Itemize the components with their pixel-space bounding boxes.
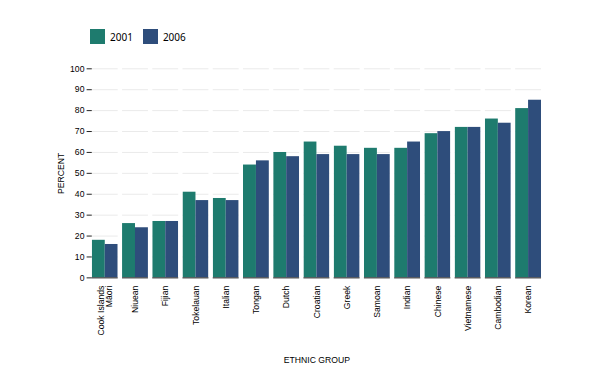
svg-text:10: 10 bbox=[75, 252, 85, 262]
svg-text:100: 100 bbox=[70, 64, 85, 74]
svg-text:Indian: Indian bbox=[402, 285, 412, 309]
svg-text:30: 30 bbox=[75, 210, 85, 220]
svg-text:80: 80 bbox=[75, 105, 85, 115]
svg-text:60: 60 bbox=[75, 147, 85, 157]
svg-text:Vietnamese: Vietnamese bbox=[463, 285, 473, 331]
svg-text:Fijian: Fijian bbox=[160, 285, 170, 306]
svg-text:20: 20 bbox=[75, 231, 85, 241]
svg-text:Italian: Italian bbox=[221, 285, 231, 308]
svg-text:Tongan: Tongan bbox=[251, 285, 261, 313]
svg-text:Greek: Greek bbox=[342, 285, 352, 309]
svg-text:70: 70 bbox=[75, 126, 85, 136]
svg-text:40: 40 bbox=[75, 189, 85, 199]
svg-text:50: 50 bbox=[75, 168, 85, 178]
svg-text:Cambodian: Cambodian bbox=[493, 285, 503, 329]
html-text:2006: 2006 bbox=[162, 29, 186, 44]
svg-text:Niuean: Niuean bbox=[130, 285, 140, 313]
svg-text:Dutch: Dutch bbox=[281, 285, 291, 308]
svg-text:Tokelauan: Tokelauan bbox=[191, 285, 201, 325]
svg-text:90: 90 bbox=[75, 84, 85, 94]
html-text:2001: 2001 bbox=[110, 29, 133, 44]
svg-text:PERCENT: PERCENT bbox=[56, 152, 66, 194]
svg-text:Korean: Korean bbox=[523, 285, 533, 313]
svg-text:Samoan: Samoan bbox=[372, 285, 382, 317]
svg-text:Croatian: Croatian bbox=[312, 285, 322, 318]
svg-text:Cook IslandsMāori: Cook IslandsMāori bbox=[96, 286, 115, 336]
svg-text:ETHNIC GROUP: ETHNIC GROUP bbox=[284, 355, 350, 365]
svg-text:Chinese: Chinese bbox=[433, 285, 443, 317]
svg-text:0: 0 bbox=[80, 273, 85, 283]
